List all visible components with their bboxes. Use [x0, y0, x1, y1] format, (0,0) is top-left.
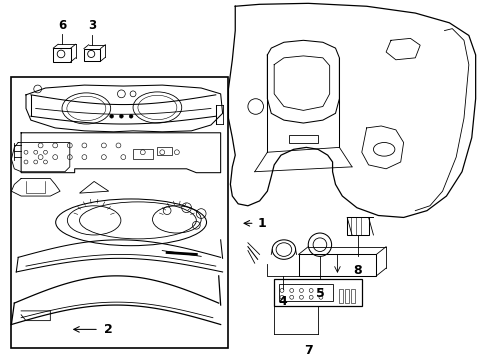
Bar [157, 147, 172, 155]
Bar [11, 77, 228, 348]
Bar [279, 284, 332, 301]
Text: 8: 8 [353, 264, 362, 277]
Bar [339, 288, 343, 303]
Bar [345, 288, 348, 303]
Text: 7: 7 [303, 344, 312, 357]
Text: 6: 6 [58, 19, 66, 32]
Text: 2: 2 [103, 323, 112, 336]
Circle shape [119, 114, 123, 118]
Text: 5: 5 [315, 287, 324, 300]
Bar [350, 288, 354, 303]
Text: 4: 4 [278, 295, 287, 308]
Circle shape [109, 114, 113, 118]
Bar [133, 149, 152, 159]
Bar [298, 255, 376, 276]
Text: 3: 3 [88, 19, 96, 32]
Circle shape [129, 114, 133, 118]
Bar [53, 48, 71, 62]
Bar [84, 49, 100, 61]
Text: 1: 1 [257, 217, 266, 230]
Bar [274, 279, 361, 306]
Bar [288, 135, 317, 143]
Bar [346, 217, 368, 235]
